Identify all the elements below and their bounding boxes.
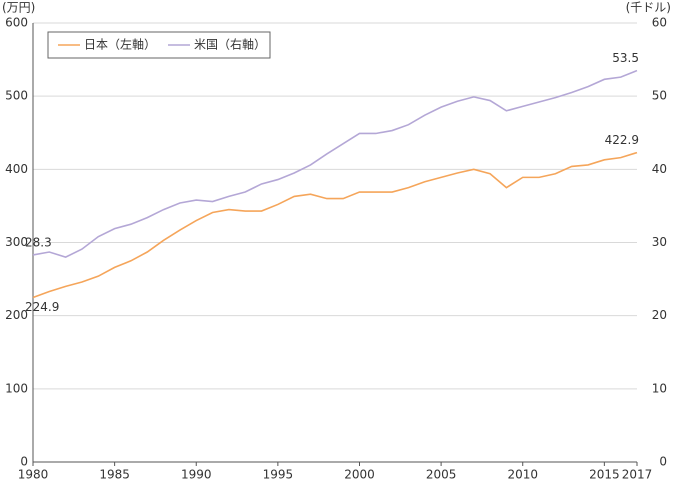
y-tick-label: 0 [20,455,28,469]
x-tick-label: 1985 [99,468,130,480]
x-tick-label: 2000 [344,468,375,480]
y2-tick-label: 20 [652,308,667,322]
legend-label: 米国（右軸） [194,37,266,52]
data-label: 422.9 [605,133,639,147]
x-tick-label: 2005 [426,468,457,480]
line [32,69,638,258]
x-tick-label: 2015 [589,468,620,480]
y-tick-label: 200 [5,308,28,322]
y-tick-label: 600 [5,16,28,30]
y-tick-label: 400 [5,162,28,176]
y2-tick-label: 40 [652,162,667,176]
y-tick-label: 500 [5,89,28,103]
legend-label: 日本（左軸） [84,37,156,52]
y2-tick-label: 60 [652,16,667,30]
x-tick-label: 2017 [622,468,653,480]
y-axis-label: (万円) [2,1,35,15]
data-label: 28.3 [25,235,52,249]
y-tick-label: 100 [5,381,28,395]
legend-box [47,31,271,59]
y2-tick-label: 30 [652,235,667,249]
data-label: 53.5 [612,51,639,65]
y2-axis-label: (千ドル) [626,1,671,15]
x-tick-label: 1990 [181,468,212,480]
x-tick-label: 2010 [507,468,538,480]
y2-tick-label: 0 [659,455,667,469]
y2-tick-label: 10 [652,381,667,395]
data-label: 224.9 [25,300,59,314]
y-tick-label: 300 [5,235,28,249]
x-tick-label: 1980 [18,468,49,480]
x-tick-label: 1995 [263,468,294,480]
line [32,151,638,299]
y2-tick-label: 50 [652,89,667,103]
